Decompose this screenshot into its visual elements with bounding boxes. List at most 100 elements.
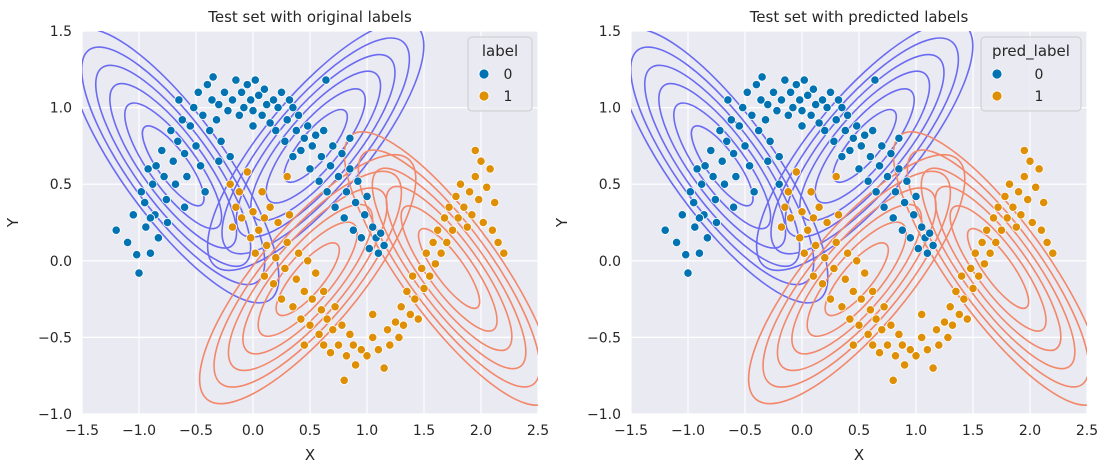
scatter-point [871,314,881,324]
scatter-point [947,320,958,330]
scatter-point [211,115,222,125]
scatter-point [413,314,423,324]
scatter-point [928,240,938,251]
scatter-point [795,95,805,105]
left-scatter-panel: −1.5 −1.0 −0.5 0.0 0.5 1.0 1.5 2.0 2.5−1.0−0.50.… [4,8,549,464]
scatter-point [319,286,329,297]
scatter-point [886,320,896,330]
scatter-point [905,233,915,243]
scatter-point [341,187,352,197]
scatter-point [291,125,301,136]
scatter-point [888,375,898,385]
scatter-point [333,340,344,350]
scatter-point [207,95,217,105]
legend: pred_label 0 1 [980,36,1082,112]
scatter-point [314,176,324,186]
scatter-point [979,259,990,269]
y-tick-label: 0.0 [599,254,621,270]
scatter-point [888,213,898,223]
scatter-point [694,213,705,223]
scatter-point [394,332,404,342]
scatter-point [1008,202,1018,212]
y-tick-label: −0.5 [587,330,621,346]
legend: label 0 1 [467,36,533,112]
contour-line [762,170,952,388]
scatter-point [123,237,133,248]
scatter-point [922,248,933,258]
scatter-point [760,115,771,125]
scatter-point [825,87,836,97]
scatter-point [890,187,901,197]
scatter-point [783,187,793,197]
scatter-point [339,213,349,223]
scatter-point [276,87,287,97]
scatter-point [111,225,121,235]
x-tick-label: 1.0 [905,423,927,439]
scatter-point [246,95,256,105]
scatter-point [1023,194,1033,205]
scatter-point [288,302,298,312]
scatter-point [837,302,847,312]
legend-entry-label: 1 [504,89,513,105]
scatter-point [820,253,830,263]
scatter-point [348,225,358,235]
scatter-point [319,340,329,350]
scatter-point [797,207,807,217]
contour-line [966,227,1030,310]
scatter-point [227,222,238,232]
scatter-point [330,302,340,312]
scatter-point [282,115,292,125]
scatter-point [902,176,912,186]
scatter-point [814,118,824,128]
scatter-point [797,106,807,116]
scatter-point [1002,213,1012,223]
scatter-point [868,340,878,350]
scatter-point [776,95,787,105]
scatter-point [316,305,326,315]
scatter-point [161,194,171,205]
contour-line [82,31,280,304]
scatter-point [744,161,755,171]
scatter-point [1034,164,1044,174]
scatter-point [677,210,687,220]
legend-marker [478,68,490,80]
scatter-point [128,210,138,220]
x-tick-label: −1.5 [65,423,99,439]
scatter-point [265,118,275,128]
scatter-point [250,75,260,85]
scatter-point [425,271,435,281]
scatter-point [780,202,790,212]
scatter-point [379,363,389,373]
scatter-point [231,75,241,85]
scatter-point [780,75,790,85]
scatter-point [376,228,386,238]
legend-marker [991,68,1003,80]
scatter-point [1011,222,1021,232]
scatter-point [795,233,805,243]
contour-line [275,242,341,317]
scatter-point [848,133,858,143]
scatter-point [854,320,864,330]
scatter-point [470,171,480,182]
scatter-point [145,248,155,258]
x-tick-label: 2.5 [527,423,549,439]
scatter-point [268,95,279,105]
scatter-point [882,340,893,350]
scatter-point [868,286,878,297]
scatter-point [811,99,821,110]
contour-line [400,205,498,332]
scatter-point [216,136,226,146]
scatter-point [402,286,412,297]
scatter-point [734,121,744,131]
scatter-point [476,156,486,166]
scatter-point [928,363,938,373]
scatter-point [939,317,950,327]
scatter-point [385,340,395,350]
scatter-point [259,213,269,223]
scatter-point [708,171,718,182]
scatter-point [271,125,281,136]
x-tick-label: −1.5 [614,423,648,439]
scatter-point [829,136,839,146]
scatter-point [173,136,183,146]
scatter-point [288,103,298,113]
